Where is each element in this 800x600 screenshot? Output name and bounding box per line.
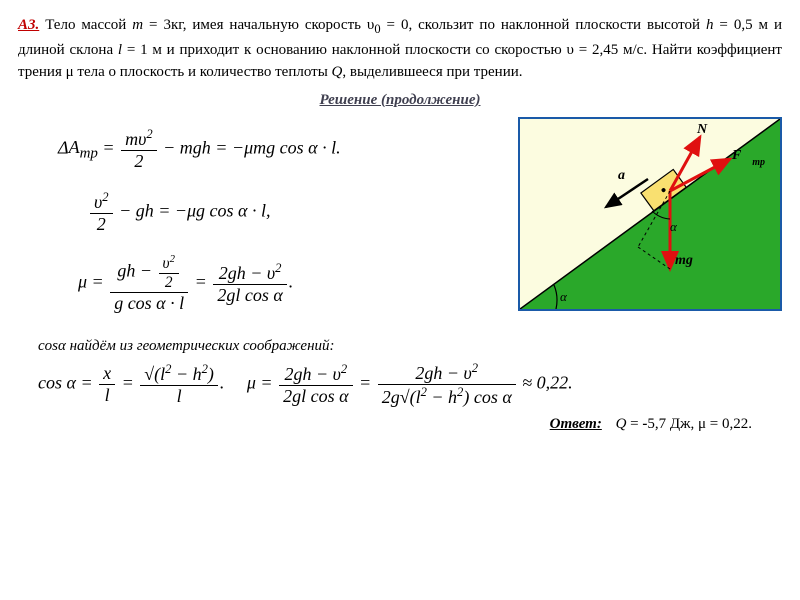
svg-text:α: α (560, 289, 568, 304)
answer-line: Ответ: Q = -5,7 Дж, μ = 0,22. (18, 416, 782, 433)
inclined-plane-diagram: N⃗ F⃗тр mg⃗ a⃗ α α (518, 117, 782, 311)
answer-text: Q = -5,7 Дж, μ = 0,22. (616, 416, 752, 432)
svg-text:α: α (670, 219, 678, 234)
solution-title: Решение (продолжение) (18, 92, 782, 109)
svg-text:N⃗: N⃗ (696, 122, 718, 137)
svg-text:a⃗: a⃗ (618, 168, 636, 183)
formula-2: υ22 − gh = −μg cos α · l, (88, 190, 498, 235)
problem-text: Тело массой m = 3кг, имея начальную скор… (18, 17, 782, 80)
main-row: ΔAтр = mυ22 − mgh = −μmg cos α · l. υ22 … (18, 117, 782, 332)
formula-3: μ = gh − υ22 g cos α · l = 2gh − υ2 2gl … (78, 253, 498, 314)
problem-label: А3. (18, 17, 39, 33)
svg-text:mg⃗: mg⃗ (675, 253, 704, 268)
formula-1: ΔAтр = mυ22 − mgh = −μmg cos α · l. (58, 127, 498, 172)
formula-block: ΔAтр = mυ22 − mgh = −μmg cos α · l. υ22 … (18, 117, 498, 332)
answer-label: Ответ: (550, 416, 602, 432)
formula-bottom: cos α = xl = √(l2 − h2)l. μ = 2gh − υ22g… (38, 361, 782, 408)
problem-statement: А3. Тело массой m = 3кг, имея начальную … (18, 14, 782, 84)
geometry-note: cosα найдём из геометрических соображени… (38, 338, 782, 355)
